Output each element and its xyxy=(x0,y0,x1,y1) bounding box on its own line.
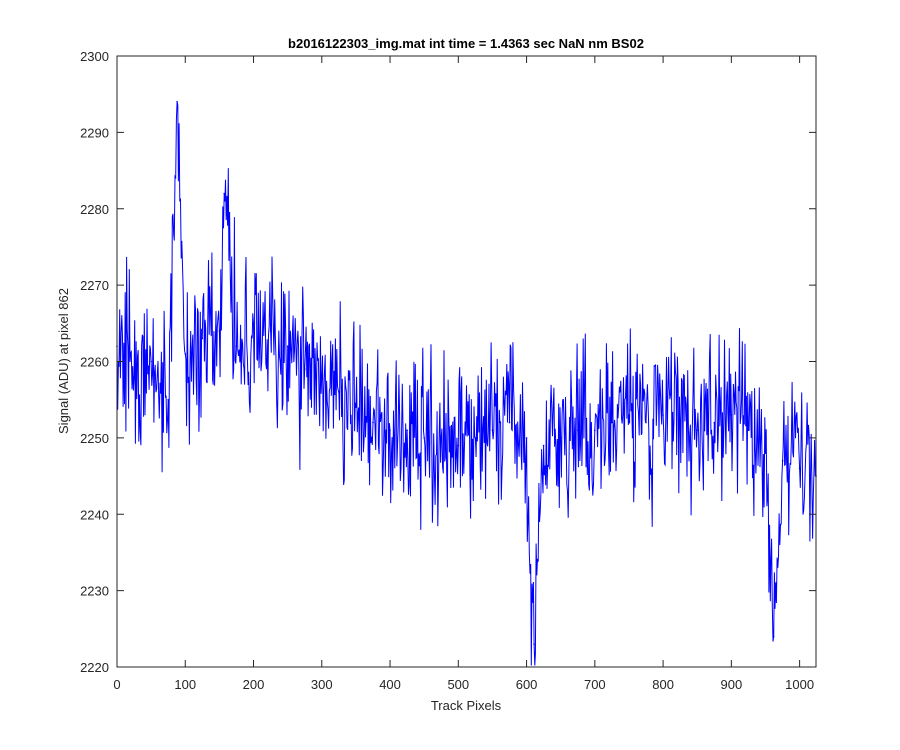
data-point xyxy=(423,437,426,439)
x-tick-label: 300 xyxy=(311,677,333,692)
chart-title: b2016122303_img.mat int time = 1.4363 se… xyxy=(288,36,644,51)
data-point xyxy=(628,414,630,416)
data-point xyxy=(235,345,238,348)
y-axis-title: Signal (ADU) at pixel 862 xyxy=(56,288,71,434)
data-point xyxy=(679,421,681,424)
data-point xyxy=(645,421,647,424)
data-point xyxy=(338,391,340,393)
x-tick-label: 700 xyxy=(584,677,606,692)
data-point xyxy=(594,429,596,432)
data-point xyxy=(372,421,374,424)
data-point xyxy=(474,437,477,439)
y-tick-label: 2260 xyxy=(80,355,109,370)
data-point xyxy=(355,406,357,409)
data-point xyxy=(525,437,528,439)
data-point xyxy=(269,330,272,332)
x-tick-label: 500 xyxy=(447,677,469,692)
y-tick-label: 2230 xyxy=(80,584,109,599)
data-point xyxy=(406,429,408,432)
data-point xyxy=(440,437,443,439)
x-tick-label: 900 xyxy=(721,677,743,692)
data-point xyxy=(798,467,801,470)
data-point xyxy=(662,414,664,416)
data-point xyxy=(457,444,460,447)
y-tick-label: 2290 xyxy=(80,125,109,140)
data-point xyxy=(321,376,323,378)
x-tick-label: 600 xyxy=(516,677,538,692)
data-point xyxy=(201,337,204,340)
data-point xyxy=(286,345,289,348)
data-point xyxy=(696,429,698,432)
data-point xyxy=(150,360,152,363)
data-point xyxy=(730,414,733,416)
x-tick-label: 800 xyxy=(652,677,674,692)
y-tick-label: 2240 xyxy=(80,507,109,522)
data-point xyxy=(218,330,221,332)
y-tick-label: 2250 xyxy=(80,431,109,446)
x-tick-label: 0 xyxy=(113,677,120,692)
data-point xyxy=(389,429,391,432)
data-point xyxy=(223,192,225,195)
data-point xyxy=(167,398,169,401)
data-point xyxy=(747,429,750,432)
data-point xyxy=(713,421,716,424)
data-point xyxy=(611,421,613,424)
data-point xyxy=(176,101,178,103)
data-point xyxy=(542,444,545,447)
noise-trace-layer xyxy=(116,101,817,666)
y-tick-label: 2270 xyxy=(80,278,109,293)
x-tick-label: 1000 xyxy=(785,677,814,692)
data-point xyxy=(577,429,579,432)
data-point xyxy=(764,452,767,454)
data-point xyxy=(559,437,562,439)
data-point xyxy=(533,643,535,645)
y-tick-label: 2300 xyxy=(80,49,109,64)
data-point xyxy=(252,322,255,325)
data-point xyxy=(772,635,775,638)
x-axis-title: Track Pixels xyxy=(431,698,502,713)
data-point xyxy=(184,353,187,355)
ticks-layer: 0 100 200 300 400 500 600 700 800 900 1000 2220 2230… xyxy=(80,49,816,692)
data-point xyxy=(491,429,494,432)
y-tick-label: 2280 xyxy=(80,202,109,217)
x-tick-label: 200 xyxy=(243,677,265,692)
plot-area xyxy=(117,56,816,667)
x-tick-label: 100 xyxy=(174,677,196,692)
y-tick-label: 2220 xyxy=(80,660,109,675)
data-point xyxy=(303,368,306,370)
data-point xyxy=(781,460,784,462)
signal-trace xyxy=(116,101,817,666)
x-tick-label: 400 xyxy=(379,677,401,692)
data-point xyxy=(133,376,135,378)
data-point xyxy=(508,421,511,424)
